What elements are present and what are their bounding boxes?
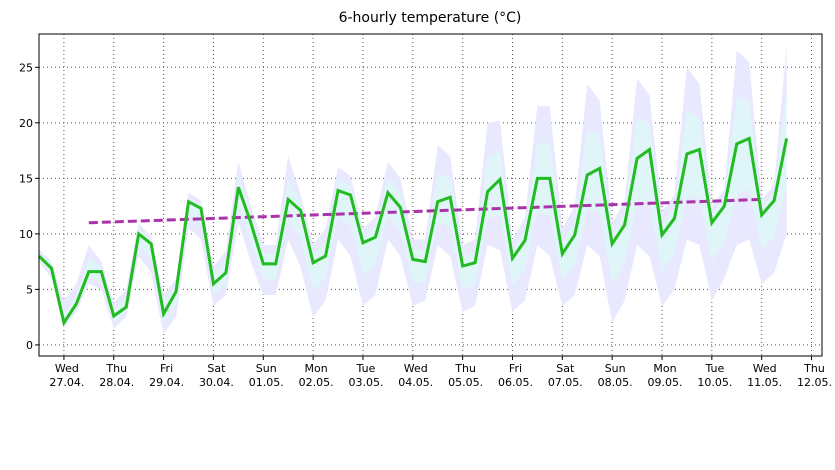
x-axis-ticks: Wed27.04.Thu28.04.Fri29.04.Sat30.04.Sun0…	[49, 356, 832, 389]
x-tick-date: 28.04.	[99, 376, 134, 389]
x-tick-day: Wed	[404, 362, 428, 375]
x-tick-day: Sun	[605, 362, 626, 375]
y-tick-label: 25	[19, 61, 33, 74]
x-tick-day: Mon	[653, 362, 676, 375]
x-tick-day: Sat	[556, 362, 575, 375]
x-tick-date: 06.05.	[498, 376, 533, 389]
y-tick-label: 10	[19, 228, 33, 241]
x-tick-date: 30.04.	[199, 376, 234, 389]
x-tick-date: 07.05.	[548, 376, 583, 389]
temperature-line	[37, 136, 789, 327]
band-outer-area	[39, 45, 787, 334]
x-tick-date: 05.05.	[448, 376, 483, 389]
x-tick-day: Wed	[753, 362, 777, 375]
y-tick-label: 0	[26, 339, 33, 352]
x-tick-date: 04.05.	[398, 376, 433, 389]
y-tick-label: 15	[19, 172, 33, 185]
x-tick-day: Thu	[803, 362, 825, 375]
plot-frame	[38, 33, 823, 357]
x-tick-day: Thu	[105, 362, 127, 375]
x-tick-day: Tue	[356, 362, 376, 375]
x-tick-day: Sat	[207, 362, 226, 375]
x-tick-date: 01.05.	[249, 376, 284, 389]
chart-title: 6-hourly temperature (°C)	[339, 10, 522, 26]
x-tick-date: 08.05.	[598, 376, 633, 389]
x-tick-day: Fri	[509, 362, 522, 375]
x-tick-date: 11.05.	[747, 376, 782, 389]
x-tick-day: Tue	[704, 362, 724, 375]
x-tick-date: 09.05.	[648, 376, 683, 389]
x-tick-day: Thu	[454, 362, 476, 375]
x-tick-date: 12.05.	[797, 376, 832, 389]
x-tick-day: Sun	[256, 362, 277, 375]
trend-series	[88, 197, 762, 225]
y-tick-label: 5	[26, 283, 33, 296]
temperature-series	[37, 136, 789, 327]
y-tick-label: 20	[19, 117, 33, 130]
x-tick-date: 10.05.	[697, 376, 732, 389]
x-tick-day: Wed	[55, 362, 79, 375]
x-tick-day: Mon	[305, 362, 328, 375]
x-tick-date: 02.05.	[299, 376, 334, 389]
trend-line	[88, 197, 762, 225]
band-outer	[39, 45, 787, 334]
y-axis-ticks: 0 5 10 15 20 25	[19, 61, 39, 352]
x-tick-date: 27.04.	[49, 376, 84, 389]
x-tick-day: Fri	[160, 362, 173, 375]
x-tick-date: 03.05.	[348, 376, 383, 389]
x-tick-date: 29.04.	[149, 376, 184, 389]
